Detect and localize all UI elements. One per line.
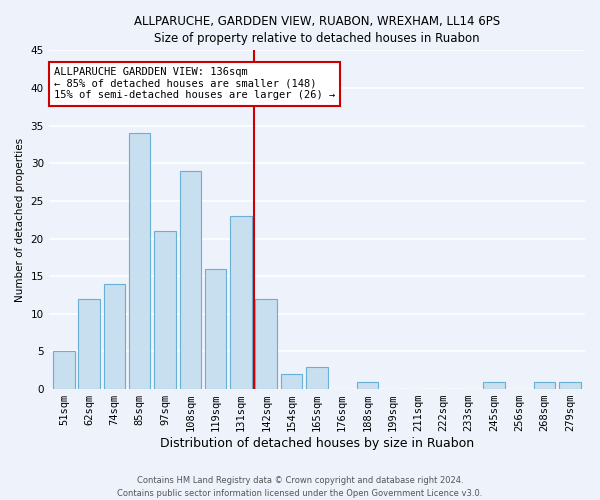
Bar bbox=[230, 216, 251, 389]
Bar bbox=[281, 374, 302, 389]
X-axis label: Distribution of detached houses by size in Ruabon: Distribution of detached houses by size … bbox=[160, 437, 474, 450]
Bar bbox=[534, 382, 555, 389]
Text: Contains HM Land Registry data © Crown copyright and database right 2024.
Contai: Contains HM Land Registry data © Crown c… bbox=[118, 476, 482, 498]
Text: ALLPARUCHE GARDDEN VIEW: 136sqm
← 85% of detached houses are smaller (148)
15% o: ALLPARUCHE GARDDEN VIEW: 136sqm ← 85% of… bbox=[54, 68, 335, 100]
Bar bbox=[129, 133, 151, 389]
Bar bbox=[104, 284, 125, 389]
Bar bbox=[306, 366, 328, 389]
Bar bbox=[205, 268, 226, 389]
Bar bbox=[179, 171, 201, 389]
Bar bbox=[79, 298, 100, 389]
Title: ALLPARUCHE, GARDDEN VIEW, RUABON, WREXHAM, LL14 6PS
Size of property relative to: ALLPARUCHE, GARDDEN VIEW, RUABON, WREXHA… bbox=[134, 15, 500, 45]
Bar bbox=[154, 231, 176, 389]
Bar bbox=[356, 382, 378, 389]
Bar bbox=[483, 382, 505, 389]
Y-axis label: Number of detached properties: Number of detached properties bbox=[15, 138, 25, 302]
Bar bbox=[559, 382, 581, 389]
Bar bbox=[53, 352, 74, 389]
Bar bbox=[256, 298, 277, 389]
